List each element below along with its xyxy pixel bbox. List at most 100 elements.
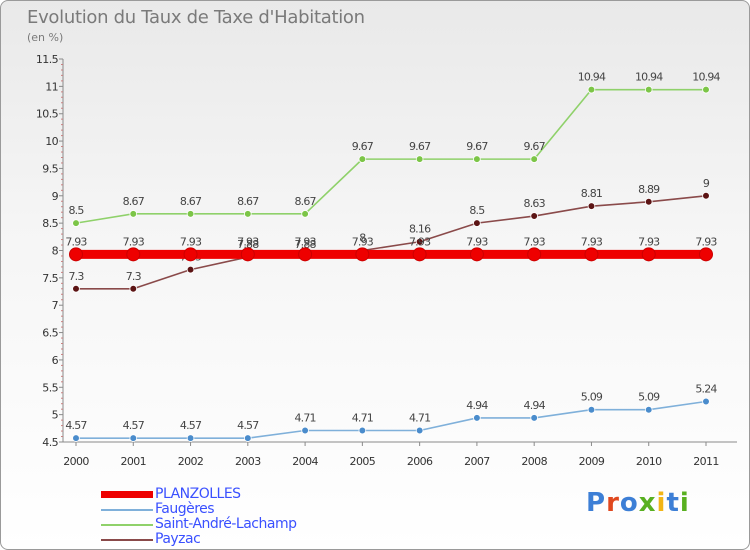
legend-item-planzolles: PLANZOLLES	[101, 487, 296, 502]
data-label: 7.3	[68, 270, 84, 283]
legend-swatch	[101, 508, 153, 511]
data-point	[186, 210, 195, 218]
data-label: 7.93	[695, 235, 717, 248]
data-label: 4.94	[466, 399, 488, 412]
chart-legend: PLANZOLLES Faugères Saint-André-Lachamp Pay…	[101, 487, 297, 547]
data-label: 7.93	[123, 235, 145, 248]
data-point	[186, 434, 195, 442]
data-point	[126, 247, 141, 262]
data-point	[530, 414, 538, 422]
x-tick-label: 2008	[521, 455, 547, 468]
data-label: 8.5	[68, 204, 84, 217]
data-point	[641, 247, 656, 262]
data-point	[72, 284, 80, 293]
data-point	[530, 155, 538, 163]
y-tick-label: 10.5	[36, 108, 59, 121]
data-point	[412, 247, 427, 262]
data-label: 8.67	[180, 195, 202, 208]
y-tick-label: 7.5	[42, 272, 58, 285]
data-label: 5.24	[695, 383, 717, 396]
data-point	[702, 397, 710, 406]
x-tick-label: 2001	[120, 455, 146, 468]
data-point	[244, 434, 252, 442]
x-tick-label: 2005	[350, 455, 376, 468]
data-point	[473, 155, 481, 163]
data-label: 7.93	[581, 235, 603, 248]
data-label: 7.93	[524, 235, 546, 248]
data-point	[473, 219, 481, 227]
data-label: 7.93	[638, 235, 660, 248]
data-point	[415, 237, 424, 246]
data-label: 8.81	[581, 187, 602, 200]
data-point	[469, 247, 484, 262]
data-point	[702, 191, 710, 200]
y-tick-label: 8	[52, 245, 59, 258]
data-point	[72, 219, 80, 227]
data-label: 4.57	[180, 419, 202, 432]
y-tick-label: 11.5	[36, 53, 59, 66]
legend-item-faug-res: Faugères	[101, 502, 296, 517]
legend-label: Saint-André-Lachamp	[155, 516, 297, 532]
data-label: 5.09	[581, 391, 603, 404]
legend-swatch	[101, 491, 153, 498]
data-label: 7.93	[466, 235, 488, 248]
data-label: 9	[703, 177, 710, 190]
data-point	[415, 155, 424, 163]
legend-swatch	[101, 523, 153, 526]
x-tick-label: 2009	[579, 455, 605, 468]
data-label: 8.67	[294, 195, 316, 208]
data-label: 8.67	[123, 195, 145, 208]
legend-label: PLANZOLLES	[155, 486, 241, 502]
data-label: 7.3	[126, 270, 142, 283]
series-line	[75, 194, 707, 290]
data-label: 8	[359, 232, 366, 245]
data-label: 4.94	[524, 399, 546, 412]
chart-subtitle: (en %)	[27, 31, 64, 44]
data-label: 4.57	[237, 419, 259, 432]
y-tick-label: 6	[52, 354, 59, 367]
x-tick-label: 2004	[292, 455, 318, 468]
y-tick-label: 8.5	[42, 217, 58, 230]
data-label: 8.67	[237, 195, 259, 208]
data-label: 10.94	[578, 71, 606, 84]
y-tick-label: 7	[52, 299, 59, 312]
data-label: 7.93	[409, 235, 431, 248]
logo-letter: i	[679, 488, 690, 518]
data-point	[530, 212, 538, 220]
logo-letter: x	[638, 488, 657, 518]
data-label: 8.63	[524, 197, 546, 210]
x-tick-label: 2002	[178, 455, 204, 468]
series-line	[75, 88, 707, 224]
x-tick-label: 2000	[63, 455, 89, 468]
data-label: 4.57	[65, 419, 87, 432]
data-label: 8.16	[409, 223, 431, 236]
series-line	[75, 400, 707, 439]
data-point	[699, 247, 713, 262]
y-tick-label: 11	[45, 80, 58, 93]
data-label: 7.93	[180, 235, 202, 248]
legend-item-saint-andr-lachamp: Saint-André-Lachamp	[101, 516, 297, 532]
data-label: 4.71	[294, 412, 315, 425]
legend-label: Faugères	[155, 501, 215, 517]
data-label: 4.57	[123, 419, 145, 432]
series-planzolles: 7.93 7.93 7.93 7.93 7.93 7.93 7.93 7.93 7.93 7.93…	[65, 235, 718, 262]
data-point	[129, 284, 138, 293]
data-point	[129, 434, 138, 442]
data-label: 9.67	[352, 140, 374, 153]
y-tick-label: 5.5	[42, 381, 58, 394]
series-faug-res: 4.57 4.57 4.57 4.57 4.71 4.71 4.71 4.94 4.94 5.09…	[65, 383, 718, 442]
axes: 4.5 5 5.5 6 6.5 7 7.5 8 8.5 9 9.5 10 10.5 11 11.5 2000 2…	[36, 53, 737, 468]
data-label: 4.71	[352, 412, 373, 425]
legend-swatch	[101, 538, 153, 541]
y-tick-label: 9.5	[42, 162, 58, 175]
data-point	[244, 210, 252, 218]
data-label: 10.94	[635, 71, 663, 84]
legend-item-payzac: Payzac	[101, 532, 296, 547]
data-label: 7.93	[294, 235, 316, 248]
data-point	[72, 434, 80, 442]
y-tick-label: 10	[45, 135, 58, 148]
data-point	[183, 247, 198, 262]
data-point	[298, 247, 313, 262]
data-label: 9.67	[409, 140, 431, 153]
